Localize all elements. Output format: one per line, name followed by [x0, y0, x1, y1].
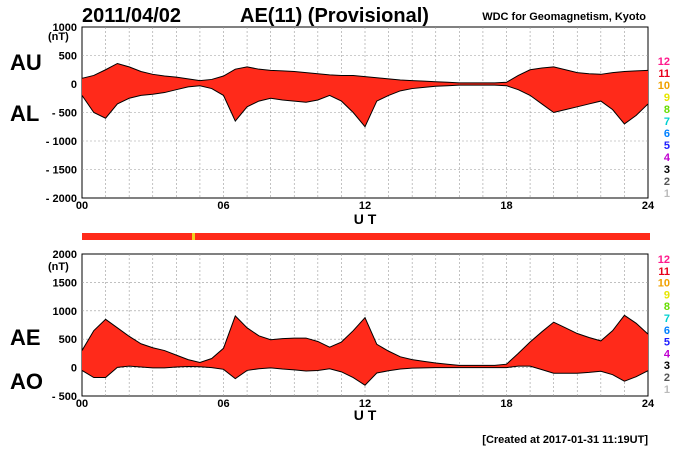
y-tick-label: 500: [59, 334, 77, 346]
station-count-label: 10: [658, 80, 670, 92]
top-unit-label: (nT): [48, 31, 69, 43]
station-count-label: 5: [664, 337, 670, 349]
station-count-label: 9: [664, 92, 670, 104]
station-count-label: 1: [664, 384, 670, 396]
y-tick-label: 1000: [53, 306, 77, 318]
series-fill-area: [82, 63, 648, 127]
station-count-label: 6: [664, 128, 670, 140]
station-count-label: 4: [664, 152, 671, 164]
top-x-axis-label: U T: [354, 211, 377, 227]
ao-label: AO: [10, 369, 43, 394]
station-count-label: 12: [658, 254, 670, 266]
station-count-label: 2: [664, 372, 670, 384]
created-timestamp: [Created at 2017-01-31 11:19UT]: [482, 434, 648, 446]
station-count-label: 7: [664, 313, 670, 325]
x-tick-label: 12: [359, 200, 371, 212]
series-line-ao: [81, 365, 649, 386]
station-count-label: 3: [664, 164, 670, 176]
y-tick-label: 0: [71, 79, 77, 91]
al-label: AL: [10, 101, 39, 126]
au-label: AU: [10, 50, 42, 75]
station-count-label: 11: [658, 266, 670, 278]
station-count-label: 5: [664, 140, 670, 152]
station-count-label: 11: [658, 68, 670, 80]
station-count-label: 9: [664, 289, 670, 301]
y-tick-label: - 500: [52, 391, 77, 403]
station-count-label: 7: [664, 116, 670, 128]
series-line-ae: [81, 314, 649, 366]
x-tick-label: 00: [76, 398, 88, 410]
station-count-label: 8: [664, 301, 670, 313]
station-count-label: 4: [664, 348, 671, 360]
data-status-bar: [82, 233, 650, 240]
series-line-al: [81, 84, 649, 128]
ae-label: AE: [10, 325, 41, 350]
y-tick-label: 0: [71, 363, 77, 375]
x-tick-label: 06: [217, 200, 229, 212]
series-line-au: [81, 62, 649, 84]
bottom-x-axis-label: U T: [354, 407, 377, 423]
x-tick-label: 24: [642, 200, 655, 212]
y-tick-label: 1000: [53, 22, 77, 34]
station-count-label: 10: [658, 278, 670, 290]
x-tick-label: 18: [500, 398, 512, 410]
bottom-unit-label: (nT): [48, 261, 69, 273]
chart-title: AE(11) (Provisional): [240, 5, 429, 27]
y-tick-label: 1500: [53, 277, 77, 289]
station-count-label: 8: [664, 104, 670, 116]
y-tick-label: 2000: [53, 249, 77, 261]
y-tick-label: 500: [59, 51, 77, 63]
y-tick-label: - 500: [52, 108, 77, 120]
station-count-label: 12: [658, 56, 670, 68]
y-tick-label: - 1500: [46, 165, 77, 177]
date-label: 2011/04/02: [82, 5, 181, 27]
y-tick-label: - 2000: [46, 193, 77, 205]
station-count-label: 6: [664, 325, 670, 337]
y-tick-label: - 1000: [46, 136, 77, 148]
station-count-label: 2: [664, 176, 670, 188]
station-count-label: 3: [664, 360, 670, 372]
x-tick-label: 00: [76, 200, 88, 212]
source-label: WDC for Geomagnetism, Kyoto: [482, 11, 646, 23]
x-tick-label: 18: [500, 200, 512, 212]
x-tick-label: 12: [359, 398, 371, 410]
series-fill-area: [82, 315, 648, 386]
station-count-label: 1: [664, 188, 670, 200]
x-tick-label: 06: [217, 398, 229, 410]
x-tick-label: 24: [642, 398, 655, 410]
